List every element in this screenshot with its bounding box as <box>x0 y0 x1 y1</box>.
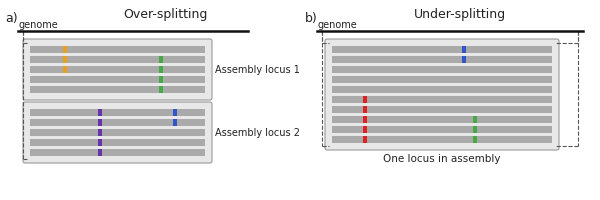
Bar <box>30 87 205 94</box>
Bar <box>363 116 367 123</box>
Bar <box>363 136 367 143</box>
Bar <box>173 119 177 126</box>
Bar <box>173 109 177 116</box>
Bar <box>63 57 67 64</box>
Bar <box>30 67 205 74</box>
Bar <box>332 126 552 133</box>
Text: One locus in assembly: One locus in assembly <box>383 153 501 163</box>
FancyBboxPatch shape <box>325 40 559 150</box>
Bar <box>159 77 163 84</box>
Bar <box>30 149 205 156</box>
Bar <box>473 136 477 143</box>
Bar <box>30 139 205 146</box>
Bar <box>473 126 477 133</box>
Bar <box>473 116 477 123</box>
Text: genome: genome <box>18 20 58 30</box>
Bar <box>332 67 552 74</box>
Text: a): a) <box>5 12 17 25</box>
Bar <box>159 67 163 74</box>
Text: genome: genome <box>317 20 357 30</box>
Text: Assembly locus 1: Assembly locus 1 <box>215 65 300 75</box>
Bar <box>462 47 466 54</box>
Text: Over-splitting: Over-splitting <box>123 8 207 21</box>
Bar <box>98 149 102 156</box>
Bar <box>30 119 205 126</box>
Bar <box>363 126 367 133</box>
Bar <box>98 139 102 146</box>
Bar <box>63 47 67 54</box>
Bar <box>30 129 205 136</box>
Text: Assembly locus 2: Assembly locus 2 <box>215 128 300 138</box>
Bar <box>332 106 552 113</box>
Bar <box>332 97 552 103</box>
Bar <box>30 109 205 116</box>
Bar <box>332 47 552 54</box>
Bar <box>159 57 163 64</box>
Bar <box>30 77 205 84</box>
Bar <box>98 129 102 136</box>
Bar <box>332 136 552 143</box>
FancyBboxPatch shape <box>23 102 212 163</box>
Bar <box>363 106 367 113</box>
FancyBboxPatch shape <box>23 40 212 100</box>
Bar <box>332 87 552 94</box>
Bar <box>363 97 367 103</box>
Bar <box>332 116 552 123</box>
Bar <box>332 57 552 64</box>
Bar <box>98 109 102 116</box>
Text: Under-splitting: Under-splitting <box>414 8 506 21</box>
Bar <box>462 57 466 64</box>
Bar <box>30 47 205 54</box>
Bar <box>98 119 102 126</box>
Bar <box>332 77 552 84</box>
Bar <box>159 87 163 94</box>
Text: b): b) <box>305 12 318 25</box>
Bar <box>63 67 67 74</box>
Bar <box>30 57 205 64</box>
